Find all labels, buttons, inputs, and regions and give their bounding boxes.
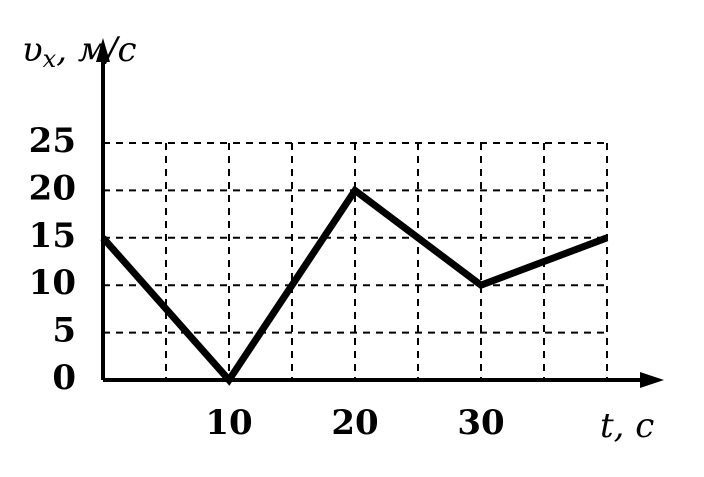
x-label: t, c	[600, 406, 654, 446]
x-tick-label: 10	[205, 403, 252, 443]
y-tick-label: 0	[52, 358, 76, 398]
data-line	[100, 185, 609, 386]
y-tick-label: 10	[29, 263, 76, 303]
grid	[103, 142, 608, 381]
y-label: υx, м/с	[22, 30, 137, 73]
y-axis-arrow	[96, 38, 110, 62]
x-tick-label: 30	[457, 403, 504, 443]
y-tick-label: 5	[52, 311, 76, 351]
x-tick-label: 20	[331, 403, 378, 443]
y-tick-label: 20	[29, 168, 76, 208]
y-tick-label: 15	[29, 216, 76, 256]
x-axis-arrow	[640, 372, 664, 388]
y-tick-label: 25	[29, 121, 76, 161]
y-label-unit: , м/с	[56, 30, 136, 70]
y-label-subscript: x	[43, 45, 57, 73]
y-label-symbol: υ	[22, 30, 43, 70]
